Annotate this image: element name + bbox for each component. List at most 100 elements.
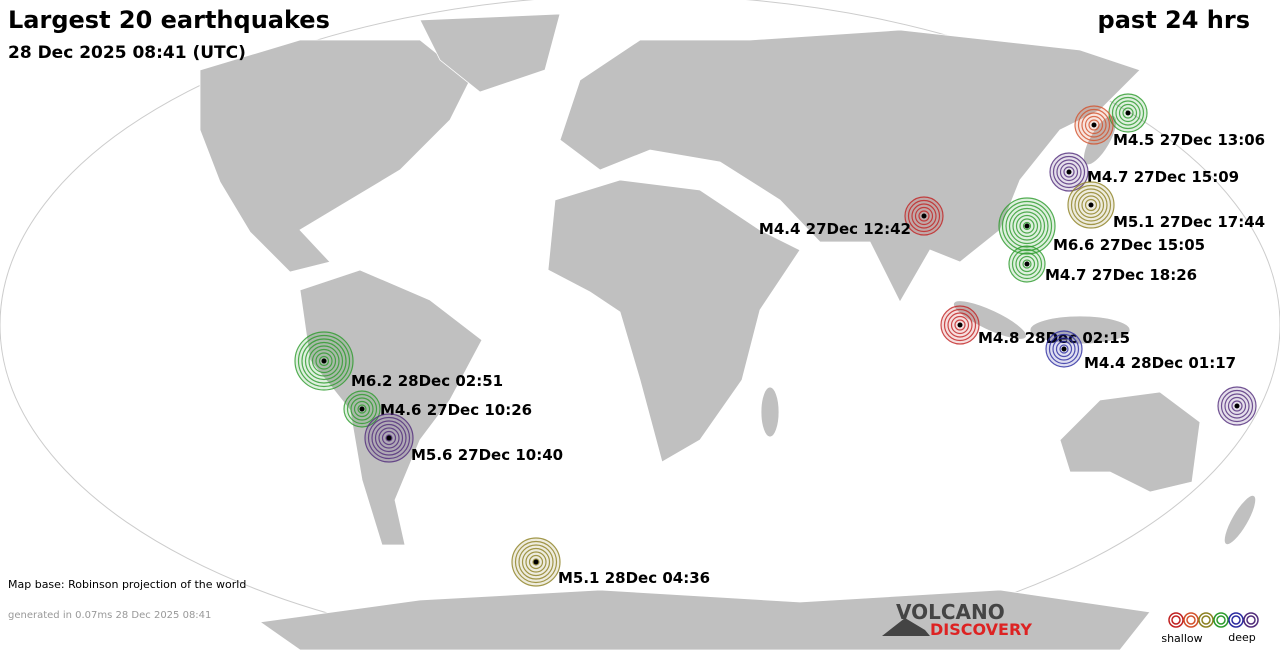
marker-ring [371, 420, 407, 456]
marker-ring [318, 355, 330, 367]
marker-ring [1019, 218, 1035, 234]
title: Largest 20 earthquakes [8, 6, 330, 34]
marker-ring [950, 315, 970, 335]
quake-marker [294, 331, 354, 391]
marker-ring [1227, 396, 1247, 416]
quake-label: M6.2 28Dec 02:51 [351, 372, 503, 390]
marker-center [921, 213, 927, 219]
marker-ring [914, 206, 934, 226]
quake-label: M5.6 27Dec 10:40 [411, 446, 563, 464]
quake-marker [904, 196, 944, 236]
quake-marker [1074, 105, 1114, 145]
marker-ring [1070, 184, 1112, 226]
marker-ring [1067, 181, 1115, 229]
marker-ring [1122, 107, 1134, 119]
marker-center [957, 322, 963, 328]
marker-ring [1220, 389, 1254, 423]
marker-ring [1052, 337, 1076, 361]
marker-ring [1074, 105, 1114, 145]
marker-ring [1045, 330, 1083, 368]
legend-ring [1213, 612, 1229, 628]
legend-deep: deep [1228, 631, 1256, 644]
marker-ring [1001, 200, 1053, 252]
marker-ring [1111, 96, 1145, 130]
marker-ring [514, 540, 558, 584]
marker-ring [346, 393, 378, 425]
marker-ring [521, 547, 551, 577]
marker-ring [1048, 333, 1080, 365]
marker-ring [1118, 103, 1138, 123]
logo-line1: VOLCANO [896, 600, 1005, 624]
marker-center [1091, 122, 1097, 128]
marker-ring [1217, 386, 1257, 426]
marker-ring [1081, 112, 1107, 138]
marker-ring [1055, 340, 1073, 358]
legend-ring [1243, 612, 1259, 628]
marker-ring [954, 319, 966, 331]
marker-ring [518, 544, 554, 580]
quake-label: M5.1 27Dec 17:44 [1113, 213, 1265, 231]
marker-ring [528, 554, 544, 570]
marker-ring [1059, 344, 1069, 354]
marker-ring [1231, 400, 1243, 412]
quake-marker [343, 390, 381, 428]
marker-ring [940, 305, 980, 345]
marker-ring [378, 427, 400, 449]
marker-ring [525, 551, 547, 573]
legend-ring [1246, 615, 1256, 625]
marker-ring [904, 196, 944, 236]
marker-ring [294, 331, 354, 391]
quake-label: M4.4 27Dec 12:42 [759, 220, 911, 238]
quake-marker [1045, 330, 1083, 368]
marker-ring [918, 210, 930, 222]
legend-ring [1168, 612, 1184, 628]
marker-ring [907, 199, 941, 233]
quake-marker [1049, 152, 1089, 192]
marker-center [386, 435, 392, 441]
quake-marker [1217, 386, 1257, 426]
land [199, 13, 1257, 650]
marker-ring [1063, 166, 1075, 178]
marker-center [1066, 169, 1072, 175]
marker-ring [1022, 221, 1032, 231]
legend-ring [1228, 612, 1244, 628]
marker-ring [1015, 252, 1039, 276]
timestamp: 28 Dec 2025 08:41 (UTC) [8, 43, 246, 63]
marker-ring [1084, 198, 1098, 212]
marker-ring [1008, 207, 1046, 245]
legend-ring [1231, 615, 1241, 625]
marker-ring [374, 423, 404, 453]
marker-ring [343, 390, 381, 428]
marker-ring [532, 558, 540, 566]
marker-ring [301, 338, 347, 384]
quake-label: M4.7 27Dec 18:26 [1045, 266, 1197, 284]
quake-marker [1067, 181, 1115, 229]
marker-ring [385, 434, 393, 442]
legend-ring [1201, 615, 1211, 625]
quake-label: M6.6 27Dec 15:05 [1053, 236, 1205, 254]
marker-ring [311, 348, 337, 374]
legend-ring [1198, 612, 1214, 628]
marker-center [1125, 110, 1131, 116]
quake-label: M4.5 27Dec 13:06 [1113, 131, 1265, 149]
marker-center [1024, 261, 1030, 267]
marker-ring [511, 537, 561, 587]
marker-center [1234, 403, 1240, 409]
marker-ring [1224, 393, 1250, 419]
marker-ring [1008, 245, 1046, 283]
marker-ring [315, 352, 333, 370]
legend: shallow deep [1161, 612, 1259, 645]
quake-marker [998, 197, 1056, 255]
marker-ring [381, 430, 397, 446]
marker-ring [1049, 152, 1089, 192]
marker-ring [1081, 195, 1101, 215]
marker-center [321, 358, 327, 364]
quakes: M4.5 27Dec 13:06 M4.7 27Dec 15:09 M5.1 27D… [294, 93, 1265, 587]
quake-marker [1008, 245, 1046, 283]
marker-ring [297, 334, 351, 388]
quake-label: M5.1 28Dec 04:36 [558, 569, 710, 587]
marker-ring [911, 203, 937, 229]
marker-ring [1011, 248, 1043, 280]
marker-ring [1012, 211, 1042, 241]
